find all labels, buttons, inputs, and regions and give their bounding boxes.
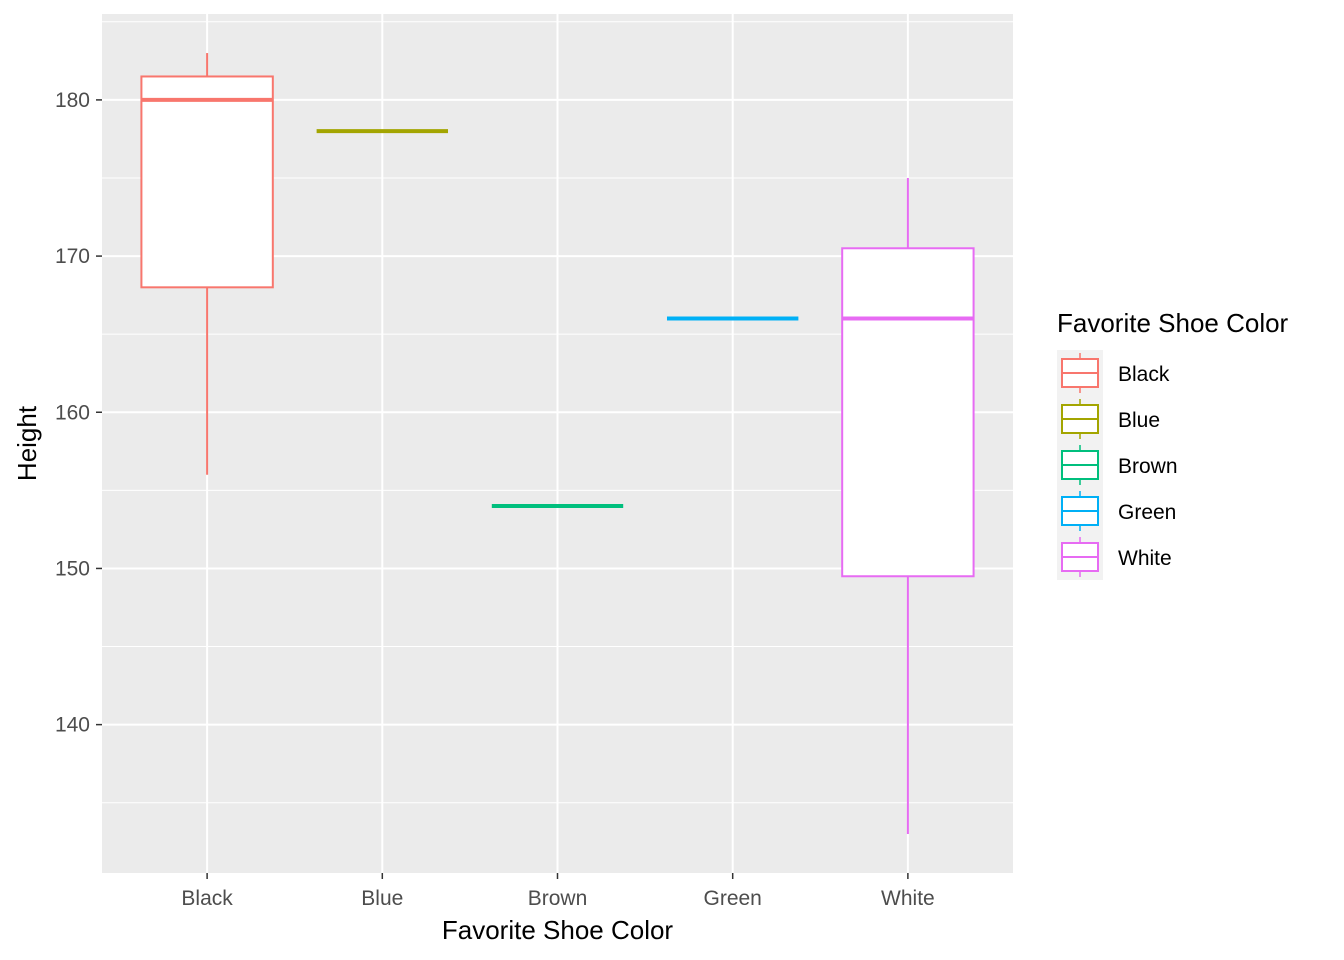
box-black <box>140 53 274 475</box>
y-axis-title: Height <box>12 405 42 481</box>
y-tick-label: 170 <box>55 245 90 268</box>
y-axis: 140 150 160 170 180 <box>55 89 102 737</box>
x-tick-label: Blue <box>361 887 403 910</box>
x-tick-label: White <box>881 887 935 910</box>
x-axis: Black Blue Brown Green White <box>181 873 935 910</box>
legend-item-green: Green <box>1057 488 1176 534</box>
legend-item-black: Black <box>1057 350 1170 396</box>
iqr-box <box>841 247 975 578</box>
legend-item-brown: Brown <box>1057 442 1178 488</box>
legend-title: Favorite Shoe Color <box>1057 308 1289 338</box>
y-tick-label: 150 <box>55 557 90 580</box>
boxes-layer <box>140 53 975 834</box>
x-tick-label: Green <box>704 887 762 910</box>
legend-label: Brown <box>1118 455 1178 478</box>
iqr-box <box>140 75 274 289</box>
legend-label: White <box>1118 547 1172 570</box>
legend-label: Green <box>1118 501 1176 524</box>
legend: Favorite Shoe Color Black Blue Brown Green W… <box>1057 308 1289 580</box>
y-tick-label: 140 <box>55 714 90 737</box>
x-axis-title: Favorite Shoe Color <box>442 915 674 945</box>
legend-entries: Black Blue Brown Green White <box>1057 350 1178 580</box>
legend-label: Blue <box>1118 409 1160 432</box>
legend-item-blue: Blue <box>1057 396 1160 442</box>
x-tick-label: Brown <box>528 887 588 910</box>
y-tick-label: 180 <box>55 89 90 112</box>
box-white <box>841 177 975 834</box>
legend-item-white: White <box>1057 534 1172 580</box>
x-tick-label: Black <box>181 887 233 910</box>
legend-label: Black <box>1118 363 1170 386</box>
y-tick-label: 160 <box>55 401 90 424</box>
